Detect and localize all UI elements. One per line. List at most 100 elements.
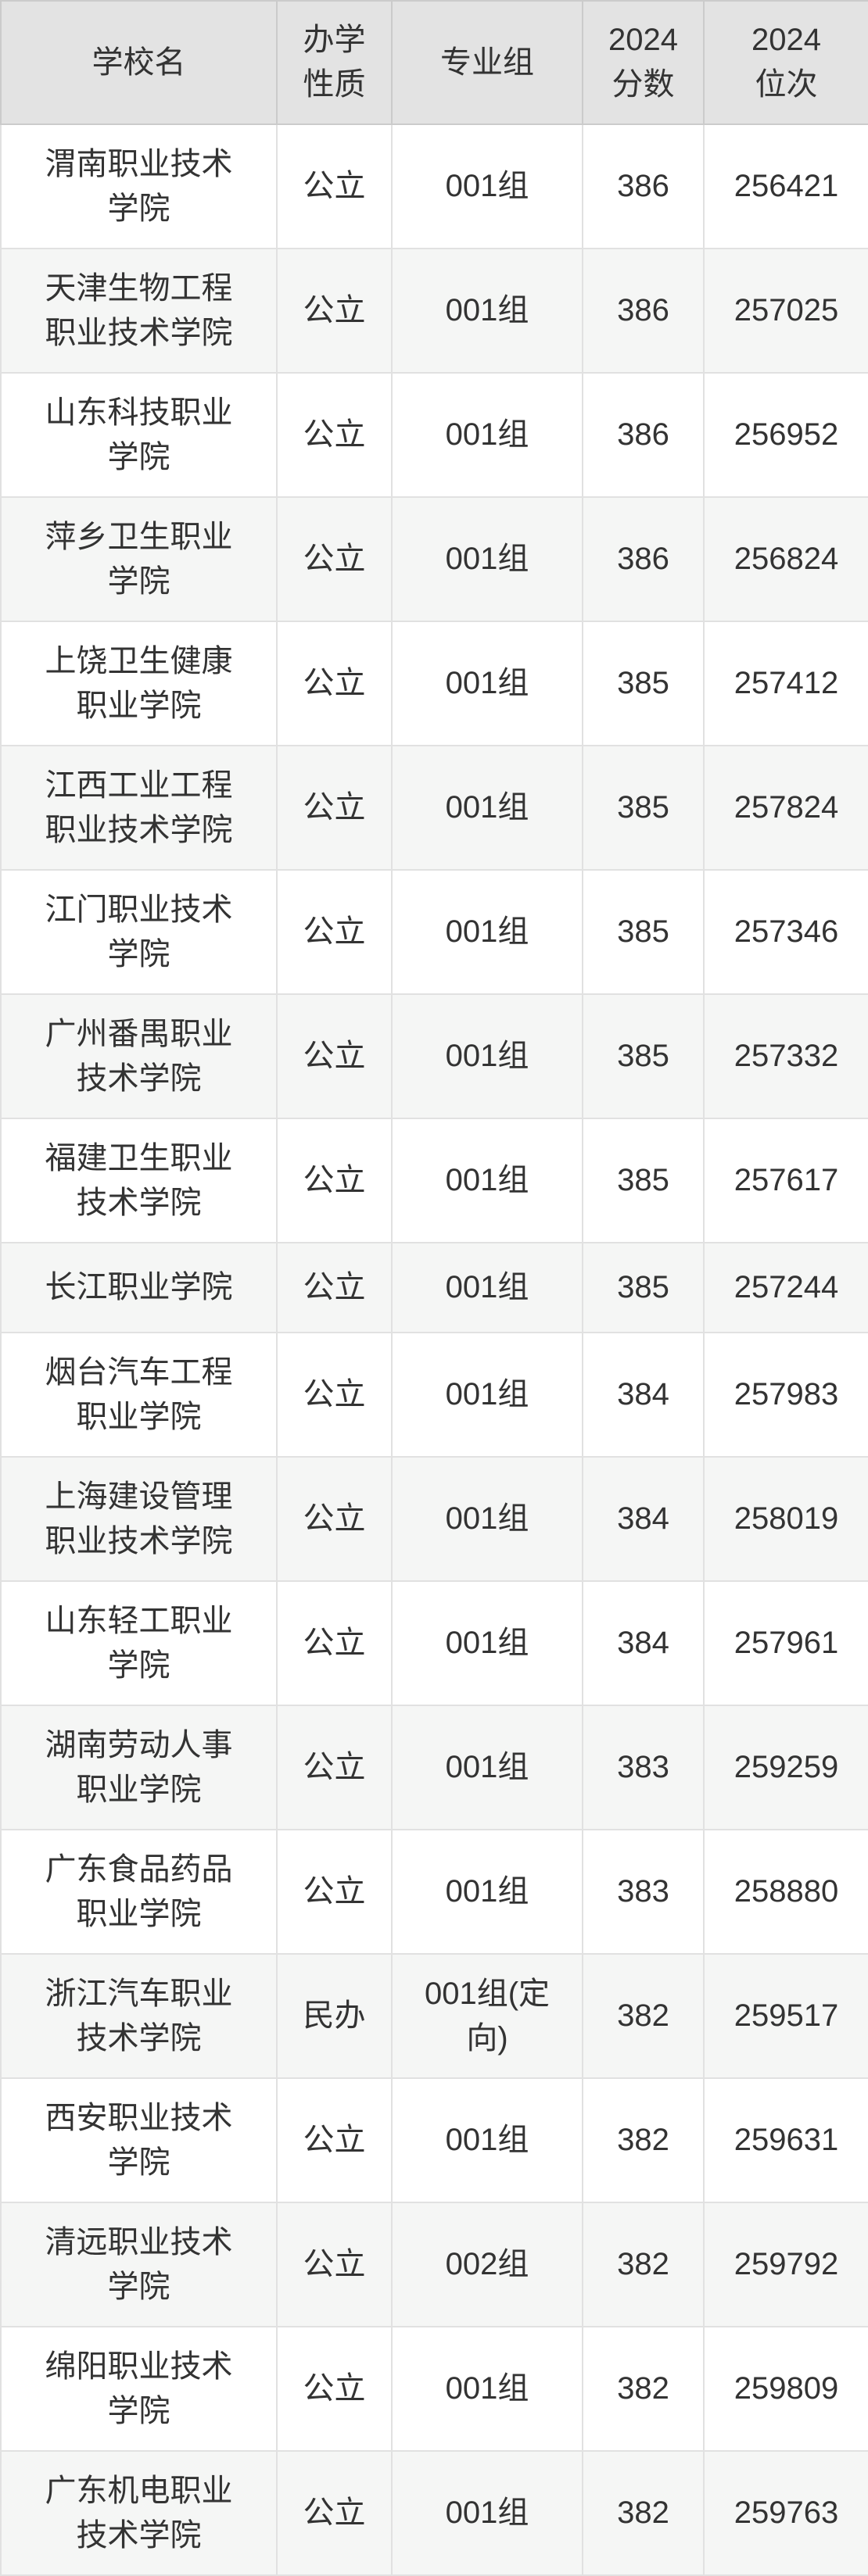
cell-school: 山东科技职业学院	[0, 372, 278, 498]
cell-type: 公立	[276, 1829, 393, 1955]
cell-group-text: 001组	[445, 293, 529, 328]
cell-group: 001组	[391, 993, 583, 1119]
cell-type-text: 公立	[303, 1501, 366, 1537]
cell-school-text: 广东食品药品职业学院	[45, 1852, 233, 1931]
cell-score: 385	[582, 621, 705, 746]
cell-rank-text: 257332	[733, 1039, 839, 1074]
cell-rank-text: 258880	[733, 1874, 839, 1909]
cell-type-text: 公立	[303, 2371, 366, 2406]
cell-school-text: 上饶卫生健康职业学院	[45, 643, 233, 723]
cell-rank-text: 259631	[733, 2123, 839, 2158]
cell-type: 公立	[276, 621, 393, 746]
cell-group: 001组	[391, 1580, 583, 1706]
cell-group-text: 001组	[445, 914, 529, 950]
cell-group: 001组	[391, 1705, 583, 1830]
cell-school-text: 烟台汽车工程职业学院	[45, 1354, 233, 1434]
cell-rank-text: 259763	[733, 2496, 839, 2531]
cell-type-text: 公立	[303, 2247, 366, 2282]
cell-school-text: 福建卫生职业技术学院	[45, 1140, 233, 1220]
cell-rank-text: 256824	[733, 542, 839, 577]
header-school-type: 办学性质	[276, 0, 393, 125]
cell-group: 001组	[391, 2326, 583, 2452]
cell-type-text: 公立	[303, 1270, 366, 1305]
cell-score-text: 382	[617, 2371, 669, 2406]
header-rank-2024: 2024位次	[703, 0, 868, 125]
cell-group: 001组	[391, 869, 583, 995]
cell-type: 公立	[276, 2450, 393, 2576]
cell-school: 江西工业工程职业技术学院	[0, 745, 278, 871]
cell-rank-text: 257412	[733, 666, 839, 701]
cell-group: 001组	[391, 1242, 583, 1333]
cell-school-text: 西安职业技术学院	[45, 2100, 233, 2180]
cell-score-text: 382	[617, 2247, 669, 2282]
cell-type-text: 公立	[303, 1874, 366, 1909]
cell-group: 002组	[391, 2202, 583, 2327]
cell-score-text: 386	[617, 169, 669, 204]
header-score-2024: 2024分数	[582, 0, 705, 125]
cell-group: 001组	[391, 1118, 583, 1243]
cell-type: 公立	[276, 1580, 393, 1706]
cell-score: 386	[582, 496, 705, 622]
cell-school: 广东机电职业技术学院	[0, 2450, 278, 2576]
cell-score: 383	[582, 1829, 705, 1955]
cell-type: 公立	[276, 123, 393, 249]
cell-rank: 256421	[703, 123, 868, 249]
cell-rank-text: 259809	[733, 2371, 839, 2406]
cell-school-text: 上海建设管理职业技术学院	[45, 1479, 233, 1558]
cell-score: 384	[582, 1580, 705, 1706]
cell-type: 公立	[276, 869, 393, 995]
cell-rank: 257412	[703, 621, 868, 746]
cell-score: 384	[582, 1332, 705, 1458]
table-row: 广东机电职业技术学院 公立 001组 382 259763	[0, 2450, 868, 2576]
cell-score-text: 382	[617, 2123, 669, 2158]
cell-score: 383	[582, 1705, 705, 1830]
cell-type-text: 公立	[303, 1163, 366, 1198]
cell-rank-text: 257824	[733, 790, 839, 825]
cell-score: 382	[582, 1953, 705, 2079]
cell-group: 001组	[391, 1829, 583, 1955]
cell-type: 公立	[276, 745, 393, 871]
cell-score: 385	[582, 1118, 705, 1243]
cell-type: 公立	[276, 1705, 393, 1830]
cell-score-text: 386	[617, 293, 669, 328]
cell-score-text: 384	[617, 1626, 669, 1661]
cell-group-text: 001组	[445, 1626, 529, 1661]
cell-rank-text: 259517	[733, 1998, 839, 2034]
cell-type-text: 公立	[303, 2123, 366, 2158]
table-row: 上海建设管理职业技术学院 公立 001组 384 258019	[0, 1456, 868, 1582]
table-row: 山东科技职业学院 公立 001组 386 256952	[0, 372, 868, 498]
cell-rank: 257025	[703, 248, 868, 374]
table-row: 烟台汽车工程职业学院 公立 001组 384 257983	[0, 1332, 868, 1458]
cell-school-text: 绵阳职业技术学院	[45, 2349, 233, 2428]
cell-rank: 257961	[703, 1580, 868, 1706]
cell-rank-text: 259792	[733, 2247, 839, 2282]
cell-score-text: 385	[617, 790, 669, 825]
cell-school: 萍乡卫生职业学院	[0, 496, 278, 622]
cell-rank-text: 256952	[733, 417, 839, 453]
cell-score-text: 382	[617, 1998, 669, 2034]
cell-school: 浙江汽车职业技术学院	[0, 1953, 278, 2079]
table-row: 长江职业学院 公立 001组 385 257244	[0, 1242, 868, 1333]
cell-school-text: 渭南职业技术学院	[45, 146, 233, 226]
cell-group-text: 001组	[445, 542, 529, 577]
cell-rank: 256952	[703, 372, 868, 498]
cell-group-text: 001组	[445, 1377, 529, 1412]
cell-type: 公立	[276, 2202, 393, 2327]
table-row: 福建卫生职业技术学院 公立 001组 385 257617	[0, 1118, 868, 1243]
cell-rank: 257824	[703, 745, 868, 871]
cell-group-text: 001组	[445, 1874, 529, 1909]
cell-group-text: 001组	[445, 1163, 529, 1198]
cell-rank-text: 259259	[733, 1750, 839, 1785]
cell-type-text: 公立	[303, 790, 366, 825]
cell-school-text: 天津生物工程职业技术学院	[45, 270, 233, 350]
cell-score: 386	[582, 123, 705, 249]
cell-group: 001组	[391, 1332, 583, 1458]
cell-school: 长江职业学院	[0, 1242, 278, 1333]
table-row: 上饶卫生健康职业学院 公立 001组 385 257412	[0, 621, 868, 746]
cell-type: 公立	[276, 372, 393, 498]
cell-score: 386	[582, 248, 705, 374]
table-row: 天津生物工程职业技术学院 公立 001组 386 257025	[0, 248, 868, 374]
cell-school-text: 湖南劳动人事职业学院	[45, 1727, 233, 1807]
cell-rank-text: 257961	[733, 1626, 839, 1661]
cell-school: 西安职业技术学院	[0, 2077, 278, 2203]
